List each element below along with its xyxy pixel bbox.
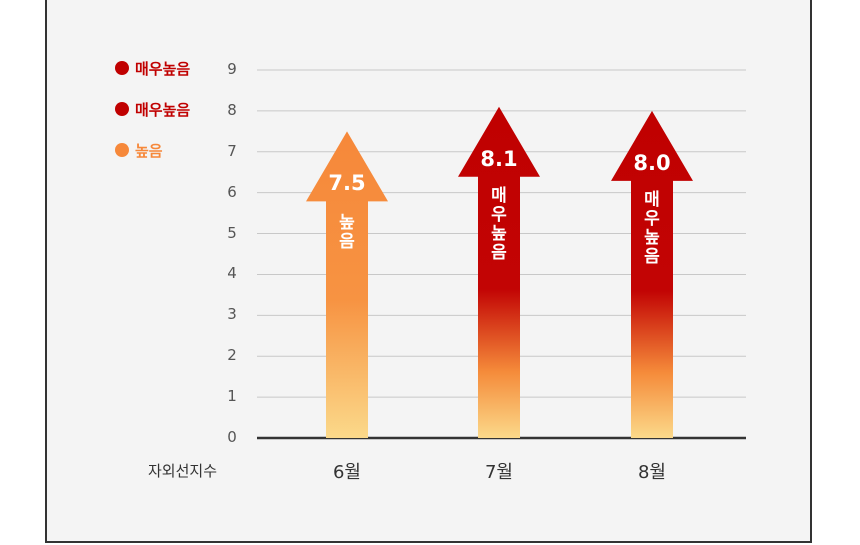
x-tick-label: 8월 [637, 462, 666, 483]
y-tick-label: 3 [227, 305, 237, 324]
y-tick-label: 6 [227, 182, 237, 201]
bar-value-label: 8.1 [480, 146, 518, 171]
bar-status-label: 높음 [339, 213, 355, 253]
bar-status-label: 매우높음 [644, 189, 660, 267]
y-tick-label: 9 [227, 60, 237, 78]
legend-item-high: 높음 [115, 140, 190, 160]
y-tick-label: 2 [227, 346, 237, 365]
chart-frame [45, 0, 812, 543]
legend-item-very-high-1: 매우높음 [115, 58, 190, 78]
uv-arrow-bar-2 [458, 106, 540, 439]
x-tick-label: 7월 [484, 462, 513, 483]
y-tick-label: 4 [227, 264, 237, 283]
legend-label: 매우높음 [135, 100, 191, 119]
bar-status-label: 매우높음 [491, 185, 507, 263]
x-axis-title: 자외선지수 [148, 462, 218, 480]
y-tick-label: 8 [227, 100, 237, 119]
y-tick-label: 5 [227, 223, 237, 242]
legend-label: 매우높음 [135, 59, 191, 78]
uv-arrow-bar-1 [306, 131, 388, 439]
uv-arrow-bar-3 [611, 110, 693, 438]
legend-dot [115, 61, 129, 75]
x-tick-label: 6월 [332, 462, 361, 483]
legend-label: 높음 [135, 141, 163, 160]
y-tick-label: 7 [227, 141, 237, 160]
y-tick-label: 1 [227, 387, 237, 406]
legend: 매우높음 매우높음 높음 [115, 58, 190, 160]
bar-value-label: 8.0 [633, 150, 671, 175]
legend-dot [115, 143, 129, 157]
bar-value-label: 7.5 [328, 171, 366, 196]
legend-dot [115, 102, 129, 116]
y-tick-label: 0 [227, 428, 237, 446]
legend-item-very-high-2: 매우높음 [115, 99, 190, 119]
